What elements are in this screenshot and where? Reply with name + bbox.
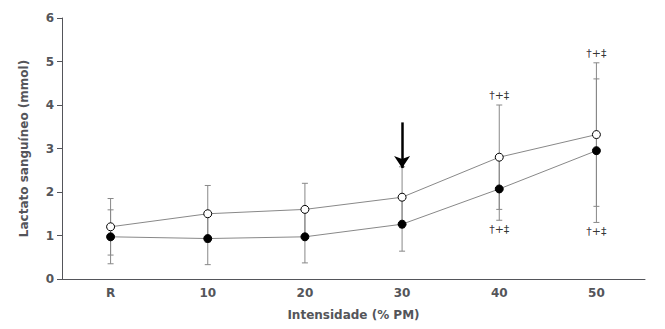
svg-text:6: 6 xyxy=(46,11,54,25)
svg-text:R: R xyxy=(106,286,115,300)
svg-text:†+‡: †+‡ xyxy=(489,89,510,102)
svg-text:0: 0 xyxy=(46,272,54,286)
svg-text:20: 20 xyxy=(297,286,314,300)
svg-text:Intensidade (% PM): Intensidade (% PM) xyxy=(287,308,419,322)
svg-text:50: 50 xyxy=(588,286,605,300)
svg-text:40: 40 xyxy=(491,286,508,300)
svg-text:4: 4 xyxy=(46,98,54,112)
svg-text:†+‡: †+‡ xyxy=(489,223,510,236)
svg-text:5: 5 xyxy=(46,55,54,69)
svg-text:2: 2 xyxy=(46,185,54,199)
svg-text:†+‡: †+‡ xyxy=(586,225,607,238)
svg-text:30: 30 xyxy=(394,286,411,300)
svg-text:10: 10 xyxy=(199,286,216,300)
svg-text:Lactato sanguíneo (mmol): Lactato sanguíneo (mmol) xyxy=(17,60,31,237)
svg-text:†+‡: †+‡ xyxy=(586,47,607,60)
svg-text:1: 1 xyxy=(46,229,54,243)
svg-text:3: 3 xyxy=(46,142,54,156)
